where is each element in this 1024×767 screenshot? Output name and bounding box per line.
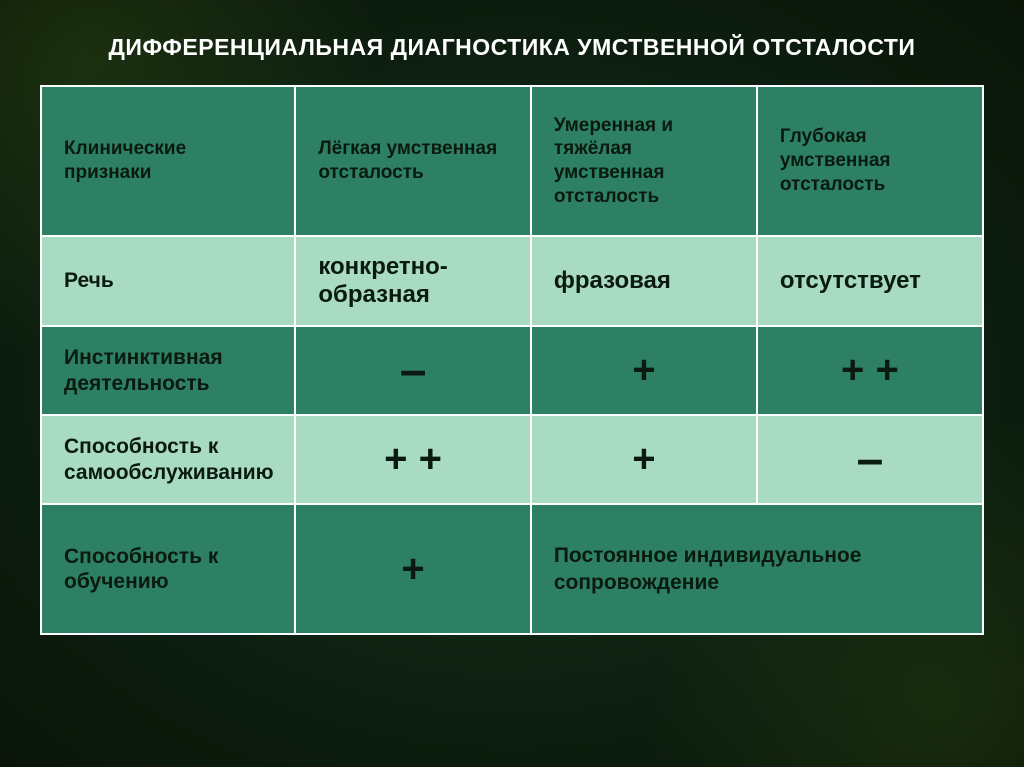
label-selfcare: Способность к самообслуживанию — [41, 415, 295, 504]
row-selfcare: Способность к самообслуживанию + + + – — [41, 415, 983, 504]
label-learning: Способность к обучению — [41, 504, 295, 634]
row-speech: Речь конкретно-образная фразовая отсутст… — [41, 236, 983, 326]
label-speech: Речь — [41, 236, 295, 326]
learning-mild: + — [295, 504, 531, 634]
selfcare-moderate: + — [531, 415, 757, 504]
instinctive-mild: – — [295, 326, 531, 415]
learning-merged: Постоянное индивидуальное сопровождение — [531, 504, 983, 634]
diagnostic-table: Клинические признаки Лёгкая умственная о… — [40, 85, 984, 635]
header-mild: Лёгкая умственная отсталость — [295, 86, 531, 236]
header-profound: Глубокая умственная отсталость — [757, 86, 983, 236]
speech-mild: конкретно-образная — [295, 236, 531, 326]
row-learning: Способность к обучению + Постоянное инди… — [41, 504, 983, 634]
speech-profound: отсутствует — [757, 236, 983, 326]
selfcare-profound: – — [757, 415, 983, 504]
label-instinctive: Инстинктивная деятельность — [41, 326, 295, 415]
header-clinical-signs: Клинические признаки — [41, 86, 295, 236]
instinctive-moderate: + — [531, 326, 757, 415]
instinctive-profound: + + — [757, 326, 983, 415]
speech-moderate: фразовая — [531, 236, 757, 326]
table-header-row: Клинические признаки Лёгкая умственная о… — [41, 86, 983, 236]
slide-title: ДИФФЕРЕНЦИАЛЬНАЯ ДИАГНОСТИКА УМСТВЕННОЙ … — [40, 32, 984, 63]
slide-container: ДИФФЕРЕНЦИАЛЬНАЯ ДИАГНОСТИКА УМСТВЕННОЙ … — [0, 0, 1024, 767]
header-moderate-severe: Умеренная и тяжёлая умственная отсталост… — [531, 86, 757, 236]
row-instinctive: Инстинктивная деятельность – + + + — [41, 326, 983, 415]
selfcare-mild: + + — [295, 415, 531, 504]
